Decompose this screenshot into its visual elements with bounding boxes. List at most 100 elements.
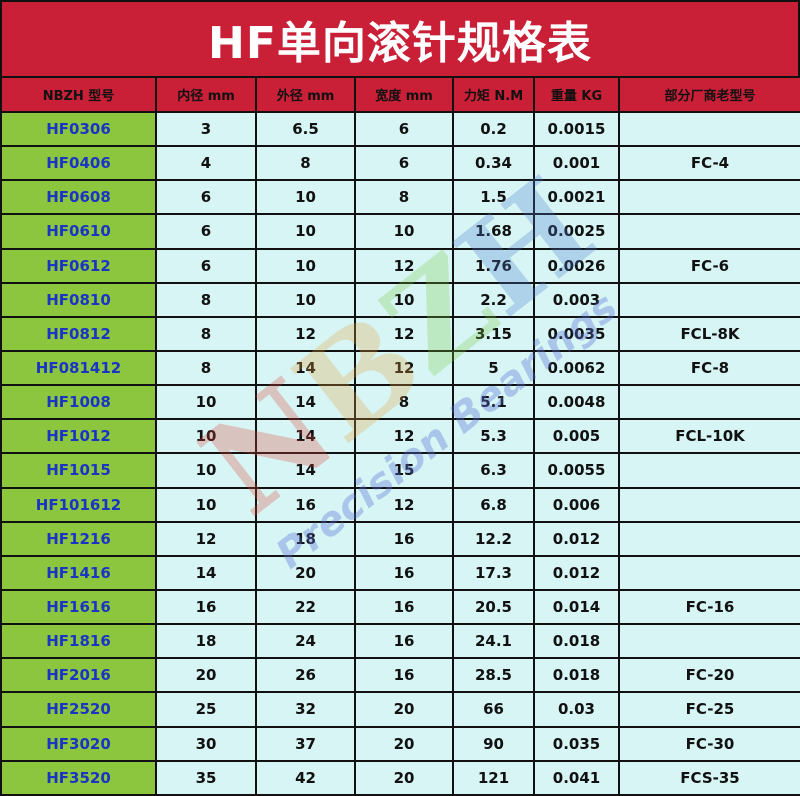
cell-model: HF081412: [0, 349, 157, 387]
cell-weight: 0.012: [533, 554, 620, 591]
cell-inner-diameter: 10: [155, 486, 257, 523]
cell-weight: 0.041: [533, 759, 620, 796]
cell-width: 16: [354, 554, 454, 591]
cell-inner-diameter: 16: [155, 588, 257, 626]
cell-inner-diameter: 10: [155, 452, 257, 489]
cell-model: HF3020: [0, 725, 157, 762]
table-row: HF0810 8 10 10 2.2 0.003: [0, 281, 800, 318]
cell-legacy-model: [618, 110, 800, 148]
cell-weight: 0.0026: [533, 247, 620, 284]
table-row: HF081412 8 14 12 5 0.0062 FC-8: [0, 349, 800, 387]
cell-width: 16: [354, 623, 454, 660]
cell-torque: 66: [452, 691, 535, 728]
cell-torque: 6.3: [452, 452, 535, 489]
cell-width: 12: [354, 418, 454, 455]
cell-weight: 0.012: [533, 520, 620, 557]
cell-legacy-model: FCL-10K: [618, 418, 800, 455]
cell-outer-diameter: 12: [255, 315, 356, 352]
cell-width: 20: [354, 725, 454, 762]
cell-inner-diameter: 10: [155, 384, 257, 421]
table-row: HF1012 10 14 12 5.3 0.005 FCL-10K: [0, 418, 800, 455]
cell-legacy-model: FCL-8K: [618, 315, 800, 352]
cell-torque: 1.5: [452, 179, 535, 216]
table-row: HF1008 10 14 8 5.1 0.0048: [0, 384, 800, 421]
cell-legacy-model: FC-6: [618, 247, 800, 284]
cell-legacy-model: [618, 384, 800, 421]
cell-torque: 0.34: [452, 145, 535, 182]
cell-torque: 5.1: [452, 384, 535, 421]
cell-model: HF0810: [0, 281, 157, 318]
cell-model: HF3520: [0, 759, 157, 796]
cell-model: HF0612: [0, 247, 157, 284]
cell-legacy-model: FC-25: [618, 691, 800, 728]
cell-outer-diameter: 22: [255, 588, 356, 626]
cell-inner-diameter: 6: [155, 247, 257, 284]
table-row: HF0608 6 10 8 1.5 0.0021: [0, 179, 800, 216]
cell-inner-diameter: 6: [155, 179, 257, 216]
cell-width: 12: [354, 349, 454, 387]
cell-model: HF1015: [0, 452, 157, 489]
cell-weight: 0.018: [533, 657, 620, 694]
cell-weight: 0.006: [533, 486, 620, 523]
table-row: HF1015 10 14 15 6.3 0.0055: [0, 452, 800, 489]
cell-inner-diameter: 14: [155, 554, 257, 591]
cell-torque: 28.5: [452, 657, 535, 694]
header-weight: 重量 KG: [533, 76, 620, 113]
cell-torque: 2.2: [452, 281, 535, 318]
cell-inner-diameter: 20: [155, 657, 257, 694]
cell-width: 15: [354, 452, 454, 489]
cell-width: 8: [354, 179, 454, 216]
table-row: HF0612 6 10 12 1.76 0.0026 FC-6: [0, 247, 800, 284]
cell-weight: 0.0055: [533, 452, 620, 489]
cell-outer-diameter: 10: [255, 281, 356, 318]
cell-width: 12: [354, 247, 454, 284]
cell-outer-diameter: 42: [255, 759, 356, 796]
cell-width: 12: [354, 315, 454, 352]
cell-legacy-model: FC-20: [618, 657, 800, 694]
cell-weight: 0.005: [533, 418, 620, 455]
cell-inner-diameter: 18: [155, 623, 257, 660]
cell-torque: 24.1: [452, 623, 535, 660]
cell-weight: 0.0062: [533, 349, 620, 387]
table-row: HF3520 35 42 20 121 0.041 FCS-35: [0, 759, 800, 796]
table-row: HF0306 3 6.5 6 0.2 0.0015: [0, 110, 800, 148]
cell-inner-diameter: 6: [155, 213, 257, 250]
cell-model: HF2016: [0, 657, 157, 694]
cell-outer-diameter: 14: [255, 349, 356, 387]
cell-outer-diameter: 14: [255, 384, 356, 421]
cell-outer-diameter: 14: [255, 452, 356, 489]
cell-legacy-model: [618, 213, 800, 250]
table-row: HF0812 8 12 12 3.15 0.0035 FCL-8K: [0, 315, 800, 352]
table-row: HF2016 20 26 16 28.5 0.018 FC-20: [0, 657, 800, 694]
cell-outer-diameter: 26: [255, 657, 356, 694]
cell-model: HF1012: [0, 418, 157, 455]
cell-width: 6: [354, 145, 454, 182]
cell-torque: 121: [452, 759, 535, 796]
cell-outer-diameter: 10: [255, 179, 356, 216]
cell-outer-diameter: 32: [255, 691, 356, 728]
cell-torque: 20.5: [452, 588, 535, 626]
cell-model: HF0812: [0, 315, 157, 352]
header-width: 宽度 mm: [354, 76, 454, 113]
cell-outer-diameter: 20: [255, 554, 356, 591]
cell-legacy-model: FC-4: [618, 145, 800, 182]
cell-weight: 0.014: [533, 588, 620, 626]
cell-weight: 0.0048: [533, 384, 620, 421]
cell-inner-diameter: 3: [155, 110, 257, 148]
cell-legacy-model: FC-30: [618, 725, 800, 762]
page-title: HF单向滚针规格表: [0, 0, 800, 76]
cell-outer-diameter: 8: [255, 145, 356, 182]
cell-width: 6: [354, 110, 454, 148]
table-row: HF3020 30 37 20 90 0.035 FC-30: [0, 725, 800, 762]
cell-width: 16: [354, 588, 454, 626]
cell-outer-diameter: 10: [255, 247, 356, 284]
cell-weight: 0.035: [533, 725, 620, 762]
cell-model: HF1816: [0, 623, 157, 660]
cell-torque: 17.3: [452, 554, 535, 591]
cell-outer-diameter: 10: [255, 213, 356, 250]
cell-width: 20: [354, 691, 454, 728]
table-row: HF101612 10 16 12 6.8 0.006: [0, 486, 800, 523]
cell-model: HF1416: [0, 554, 157, 591]
cell-inner-diameter: 8: [155, 349, 257, 387]
table-row: HF1416 14 20 16 17.3 0.012: [0, 554, 800, 591]
